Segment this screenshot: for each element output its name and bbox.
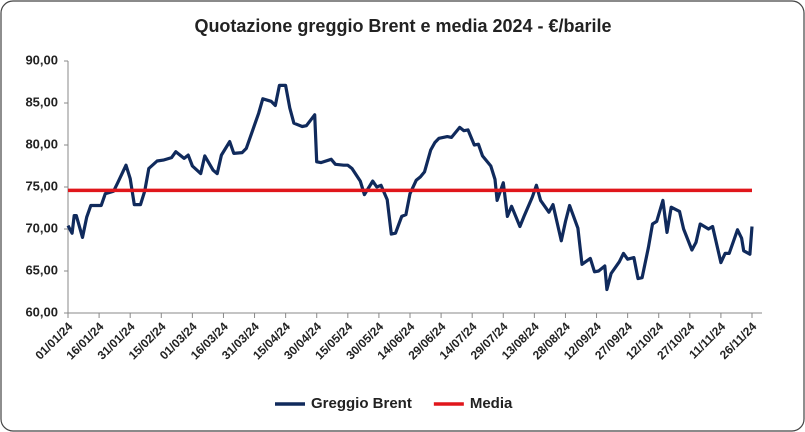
y-tick-label: 85,00 bbox=[25, 94, 58, 109]
y-tick-label: 80,00 bbox=[25, 136, 58, 151]
y-tick-label: 75,00 bbox=[25, 178, 58, 193]
y-tick-label: 70,00 bbox=[25, 220, 58, 235]
y-tick-label: 90,00 bbox=[25, 52, 58, 67]
y-tick-label: 60,00 bbox=[25, 304, 58, 319]
series-line bbox=[66, 83, 754, 292]
y-tick-label: 65,00 bbox=[25, 262, 58, 277]
legend-label: Media bbox=[470, 395, 513, 412]
legend-label: Greggio Brent bbox=[311, 395, 412, 412]
chart-title: Quotazione greggio Brent e media 2024 - … bbox=[194, 16, 611, 36]
